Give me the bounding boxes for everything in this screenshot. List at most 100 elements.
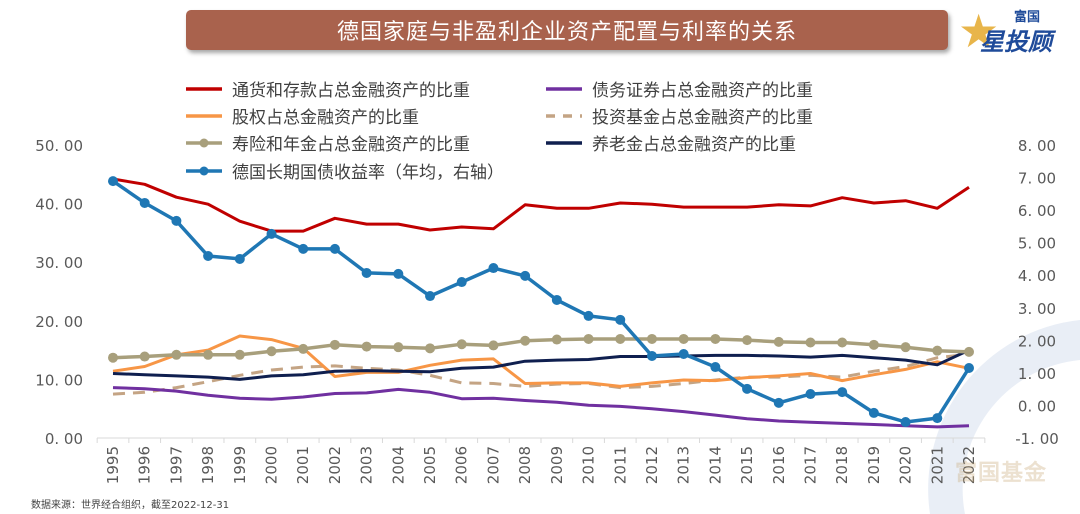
series-4-point bbox=[646, 333, 657, 344]
series-6-point bbox=[488, 263, 499, 274]
logo-main-text: 星投顾 bbox=[980, 28, 1052, 56]
series-6-point bbox=[203, 251, 214, 262]
series-4-point bbox=[329, 339, 340, 350]
y-left-tick-label: 0. 00 bbox=[45, 430, 83, 448]
series-6-point bbox=[551, 294, 562, 305]
x-tick-label: 2000 bbox=[263, 446, 281, 484]
series-4-point bbox=[203, 349, 214, 360]
series-6-point bbox=[805, 389, 816, 400]
x-tick-label: 1999 bbox=[231, 446, 249, 484]
legend-swatch-icon bbox=[546, 140, 582, 145]
series-6-point bbox=[678, 349, 689, 360]
series-6-point bbox=[393, 268, 404, 279]
x-tick-label: 2021 bbox=[928, 446, 946, 484]
series-6-point bbox=[456, 277, 467, 288]
chart-title: 德国家庭与非盈利企业资产配置与利率的关系 bbox=[186, 10, 948, 50]
series-line-4 bbox=[112, 337, 970, 360]
series-6-point bbox=[329, 243, 340, 254]
series-4-point bbox=[837, 337, 848, 348]
legend-item: 通货和存款占总金融资产的比重 bbox=[184, 76, 470, 101]
x-tick-label: 2014 bbox=[706, 446, 724, 484]
y-left-tick-label: 50. 00 bbox=[35, 137, 83, 155]
x-tick-label: 2003 bbox=[358, 446, 376, 484]
x-tick-label: 2005 bbox=[421, 446, 439, 484]
series-6-point bbox=[837, 387, 848, 398]
legend-item: 债务证券占总金融资产的比重 bbox=[544, 76, 813, 101]
x-tick-label: 2018 bbox=[833, 446, 851, 484]
series-4-point bbox=[393, 342, 404, 353]
source-note: 数据来源：世界经合组织，截至2022-12-31 bbox=[31, 500, 230, 511]
series-4-point bbox=[298, 343, 309, 354]
legend-swatch-icon bbox=[186, 138, 222, 147]
x-tick-label: 1995 bbox=[104, 446, 122, 484]
x-tick-label: 2008 bbox=[516, 446, 534, 484]
legend-swatch-icon bbox=[186, 166, 222, 175]
x-tick-label: 2012 bbox=[643, 446, 661, 484]
series-4-point bbox=[108, 352, 118, 363]
series-4-point bbox=[805, 337, 816, 348]
series-6-point bbox=[171, 215, 182, 226]
series-4-point bbox=[456, 339, 467, 350]
star-icon: ★ bbox=[958, 4, 1000, 58]
legend-item: 投资基金占总金融资产的比重 bbox=[544, 103, 813, 128]
series-4-point bbox=[710, 333, 721, 344]
series-6-point bbox=[266, 228, 277, 239]
x-tick-label: 2016 bbox=[770, 446, 788, 484]
chart-title-text: 德国家庭与非盈利企业资产配置与利率的关系 bbox=[336, 20, 797, 45]
series-4-point bbox=[551, 334, 562, 345]
legend-label: 养老金占总金融资产的比重 bbox=[592, 135, 796, 155]
logo-top-text: 富国 bbox=[1014, 10, 1041, 25]
series-6-point bbox=[742, 383, 753, 394]
y-right-tick-label: 2. 00 bbox=[1018, 332, 1056, 350]
series-line-5 bbox=[112, 348, 970, 381]
y-left-tick-label: 10. 00 bbox=[35, 371, 83, 389]
series-4-point bbox=[868, 339, 879, 350]
x-tick-label: 2009 bbox=[548, 446, 566, 484]
series-line-6 bbox=[112, 179, 971, 424]
series-6-point bbox=[646, 350, 657, 361]
series-6-point bbox=[900, 417, 911, 428]
legend-label: 通货和存款占总金融资产的比重 bbox=[232, 81, 470, 101]
series-6-point bbox=[139, 197, 150, 208]
series-6-point bbox=[710, 362, 721, 373]
series-6-point bbox=[773, 397, 784, 408]
series-4-point bbox=[425, 343, 436, 354]
y-right-tick-label: 8. 00 bbox=[1018, 137, 1056, 155]
brand-logo: ★ 富国 星投顾 bbox=[958, 2, 1080, 58]
series-4-point bbox=[678, 333, 689, 344]
series-6-point bbox=[615, 314, 626, 325]
legend-item: 养老金占总金融资产的比重 bbox=[544, 130, 796, 155]
series-4-point bbox=[615, 333, 626, 344]
series-4-point bbox=[964, 346, 974, 357]
series-line-2 bbox=[112, 334, 970, 388]
x-tick-label: 1996 bbox=[136, 446, 154, 484]
legend-label: 债务证券占总金融资产的比重 bbox=[592, 81, 813, 101]
series-4-point bbox=[932, 345, 943, 356]
legend-swatch-icon bbox=[186, 86, 222, 91]
legend-swatch-icon bbox=[186, 113, 222, 118]
x-tick-label: 2020 bbox=[897, 446, 915, 484]
y-right-tick-label: 1. 00 bbox=[1018, 365, 1056, 383]
x-tick-label: 2007 bbox=[484, 446, 502, 484]
legend-label: 股权占总金融资产的比重 bbox=[232, 108, 419, 128]
series-6-point bbox=[520, 270, 531, 281]
series-4-point bbox=[583, 333, 594, 344]
y-right-tick-label: 4. 00 bbox=[1018, 267, 1056, 285]
legend-label: 德国长期国债收益率（年均，右轴） bbox=[232, 163, 504, 183]
y-left-tick-label: 30. 00 bbox=[35, 254, 83, 272]
series-6-point bbox=[425, 291, 436, 302]
y-right-tick-label: 0. 00 bbox=[1018, 397, 1056, 415]
x-tick-label: 2022 bbox=[960, 446, 978, 484]
series-4-point bbox=[234, 349, 245, 360]
series-4-point bbox=[139, 351, 150, 362]
series-4-point bbox=[361, 341, 372, 352]
series-6-point bbox=[298, 243, 309, 254]
series-4-point bbox=[488, 340, 499, 351]
watermark-arc bbox=[928, 320, 1080, 514]
series-4-point bbox=[266, 346, 277, 357]
x-tick-label: 2011 bbox=[611, 446, 629, 484]
series-6-point bbox=[108, 176, 118, 187]
x-tick-label: 2004 bbox=[389, 446, 407, 484]
y-right-tick-label: 5. 00 bbox=[1018, 235, 1056, 253]
